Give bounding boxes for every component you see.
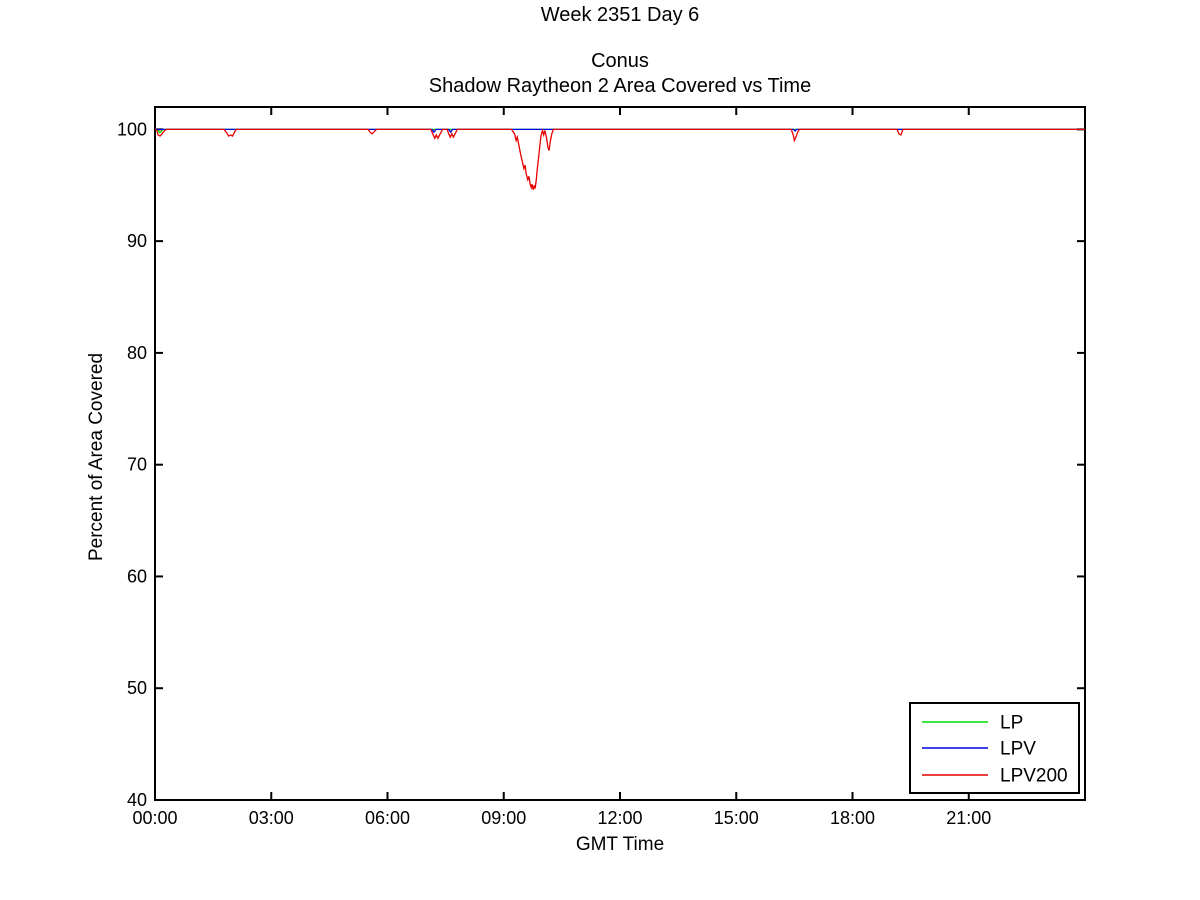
x-tick-label: 09:00 [481,808,526,828]
x-axis-label: GMT Time [575,834,665,855]
legend-label-lpv: LPV [1000,739,1036,760]
y-tick-label: 40 [127,790,147,810]
x-tick-label: 12:00 [597,808,642,828]
x-tick-label: 21:00 [946,808,991,828]
x-tick-label: 15:00 [714,808,759,828]
figure-suptitle: Week 2351 Day 6 [540,4,700,26]
y-tick-label: 100 [117,119,147,139]
legend-label-lpv200: LPV200 [1000,766,1068,787]
chart-title-line1: Conus [591,50,649,72]
x-tick-label: 06:00 [365,808,410,828]
legend-label-lp: LP [1000,713,1023,734]
chart-title-line2: Shadow Raytheon 2 Area Covered vs Time [428,75,812,97]
series-line-lpv [155,128,1085,134]
y-tick-label: 60 [127,566,147,586]
x-tick-label: 18:00 [830,808,875,828]
series-line-lpv200 [154,127,1085,190]
y-tick-label: 50 [127,678,147,698]
x-tick-label: 03:00 [249,808,294,828]
y-tick-label: 70 [127,455,147,475]
y-tick-label: 90 [127,231,147,251]
x-tick-label: 00:00 [132,808,177,828]
axes-box [154,106,1086,801]
y-tick-label: 80 [127,343,147,363]
